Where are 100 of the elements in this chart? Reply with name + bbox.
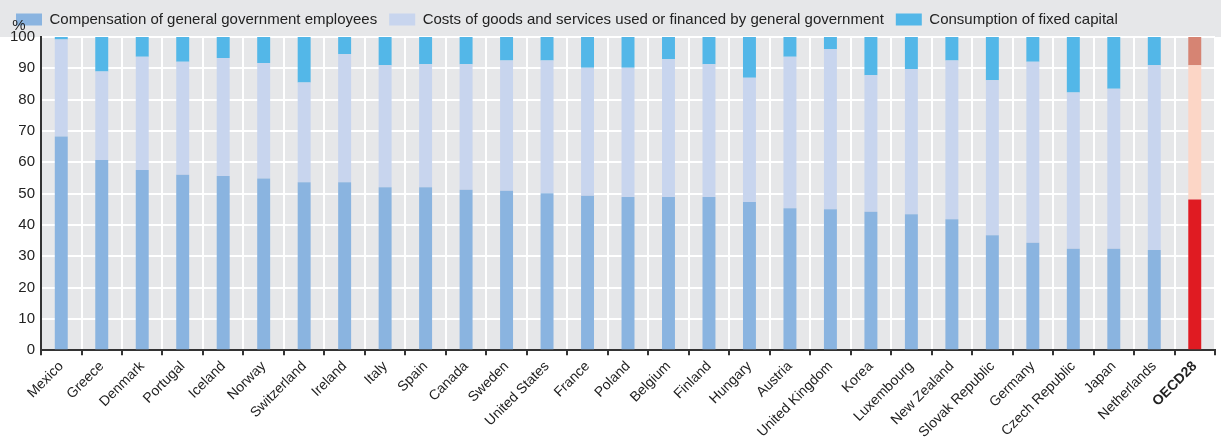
bar (945, 219, 959, 350)
bar (581, 195, 595, 350)
bar (985, 37, 999, 81)
bar (1147, 65, 1161, 250)
y-tick-label: 30 (18, 246, 36, 264)
bar (621, 37, 635, 68)
bar (945, 37, 959, 61)
bar (823, 37, 837, 50)
bar (1147, 249, 1161, 350)
bar (297, 182, 311, 350)
bar (459, 37, 473, 65)
bar (783, 208, 797, 350)
y-tick-label: 70 (18, 121, 36, 139)
y-tick-label: 10 (18, 308, 36, 326)
bar (540, 37, 554, 61)
bar (135, 56, 149, 171)
bar (1026, 61, 1040, 243)
bar (500, 60, 514, 191)
bar (378, 37, 392, 66)
bar (378, 65, 392, 188)
legend-label: Compensation of general government employees (49, 9, 378, 27)
bar (176, 174, 190, 350)
bar (459, 189, 473, 350)
legend-label: Costs of goods and services used or financed by general government (422, 9, 885, 27)
bar (1188, 37, 1202, 66)
y-tick-label: 0 (26, 340, 36, 358)
bar (378, 187, 392, 350)
bar (459, 64, 473, 190)
bar (338, 54, 352, 183)
bar (257, 178, 271, 350)
bar (864, 37, 878, 76)
bar (540, 193, 554, 350)
bar (621, 197, 635, 350)
bar (176, 37, 190, 62)
bar (1147, 37, 1161, 66)
bar (540, 60, 554, 194)
bar (702, 197, 716, 350)
bar (1026, 242, 1040, 350)
bar (742, 77, 756, 203)
y-tick-label: 20 (18, 277, 36, 295)
bar (742, 202, 756, 350)
bar (216, 37, 230, 58)
bar (1066, 92, 1080, 249)
bar (662, 59, 675, 198)
bar (500, 190, 514, 350)
bar (1107, 248, 1121, 350)
bar (904, 37, 918, 69)
bar (1107, 37, 1121, 89)
bar (581, 67, 595, 196)
bar (783, 37, 797, 57)
bar (338, 182, 352, 350)
bar (95, 37, 109, 72)
bar (945, 60, 959, 220)
bar (419, 37, 433, 65)
bar (297, 82, 311, 183)
bar (823, 209, 837, 350)
bar (500, 37, 514, 61)
bar (904, 68, 918, 215)
bar (1066, 37, 1080, 93)
bar (662, 197, 675, 350)
bar (54, 136, 68, 350)
bar (54, 39, 68, 137)
bar (135, 170, 149, 350)
bar (1188, 65, 1202, 200)
bar (176, 61, 190, 175)
legend-label: Consumption of fixed capital (929, 9, 1118, 27)
bar (904, 214, 918, 350)
bar (257, 37, 271, 63)
bar (135, 37, 149, 57)
bar (1066, 248, 1080, 350)
bar (95, 160, 109, 350)
y-tick-label: 80 (18, 89, 36, 107)
bar (864, 75, 878, 212)
y-tick-label: 60 (18, 152, 36, 170)
y-tick-label: 40 (18, 215, 36, 233)
bar (419, 187, 433, 350)
bar (742, 37, 756, 78)
bar (702, 37, 716, 65)
bar (338, 37, 352, 55)
bar (783, 56, 797, 209)
bar (621, 67, 635, 198)
bar (864, 211, 878, 350)
bar (581, 37, 595, 68)
bar (985, 80, 999, 236)
bar (1107, 88, 1121, 249)
bar (216, 176, 230, 350)
bar (823, 49, 837, 210)
y-tick-label: 90 (18, 58, 36, 76)
bar (985, 235, 999, 350)
bar (297, 37, 311, 83)
bar (216, 57, 230, 177)
bar (1188, 199, 1202, 350)
bar (1026, 37, 1040, 62)
bar (662, 37, 675, 60)
bar (419, 64, 433, 188)
bar (257, 62, 271, 179)
bar (702, 64, 716, 198)
bar (95, 71, 109, 161)
y-tick-label: 50 (18, 183, 36, 201)
bar (54, 37, 68, 40)
